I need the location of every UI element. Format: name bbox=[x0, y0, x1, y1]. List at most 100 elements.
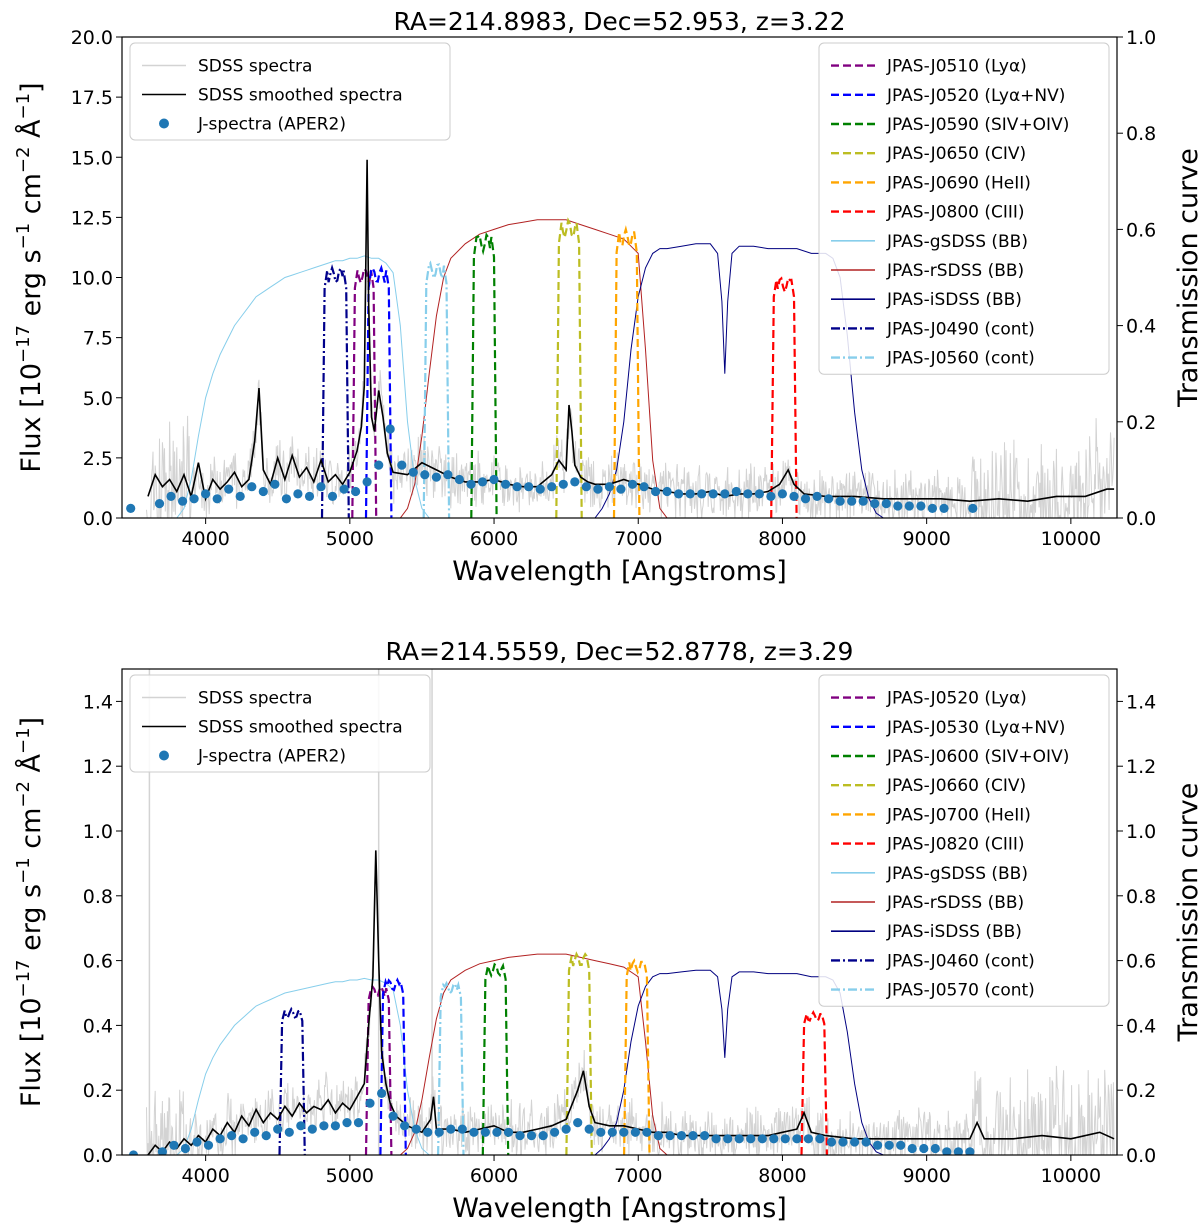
jspectra-point bbox=[642, 1127, 652, 1137]
narrowband-J0560 bbox=[422, 260, 451, 518]
jspectra-point bbox=[293, 489, 303, 499]
jspectra-point bbox=[561, 1124, 571, 1134]
jspectra-point bbox=[353, 1118, 364, 1128]
y-right-tick-label: 1.2 bbox=[1126, 756, 1156, 778]
jspectra-point bbox=[861, 1137, 871, 1147]
y-left-label-part: cm bbox=[16, 173, 47, 223]
jspectra-point bbox=[676, 1131, 687, 1141]
legend-right-label: JPAS-J0600 (SIV+OIV) bbox=[886, 747, 1069, 767]
jspectra-point bbox=[400, 1121, 410, 1131]
jspectra-point bbox=[281, 494, 291, 504]
y-left-label-part: ] bbox=[16, 82, 47, 93]
jspectra-point bbox=[397, 460, 407, 470]
y-right-tick-label: 0.4 bbox=[1126, 316, 1156, 338]
jspectra-point bbox=[665, 1131, 675, 1141]
jspectra-point bbox=[674, 489, 684, 499]
jspectra-point bbox=[339, 484, 349, 494]
jspectra-point bbox=[377, 1088, 387, 1098]
jspectra-point bbox=[203, 1140, 214, 1150]
jspectra-point bbox=[953, 1147, 963, 1155]
y-left-label-part: −17 bbox=[13, 959, 34, 997]
narrowband-J0520 bbox=[364, 984, 393, 1155]
jspectra-point bbox=[250, 1127, 260, 1137]
legend-right-box bbox=[818, 674, 1110, 1007]
jspectra-point bbox=[838, 1137, 848, 1147]
x-tick-label: 5000 bbox=[326, 528, 374, 550]
jspectra-point bbox=[477, 477, 488, 487]
x-tick-label: 4000 bbox=[181, 1165, 229, 1187]
y-left-label-part: ] bbox=[16, 717, 47, 728]
legend-right-label: JPAS-J0460 (cont) bbox=[886, 951, 1035, 971]
jspectra-point bbox=[754, 489, 765, 499]
y-right-tick-label: 0.6 bbox=[1126, 951, 1156, 973]
jspectra-point bbox=[604, 482, 615, 492]
y-left-label-part: cm bbox=[16, 808, 47, 858]
narrowband-J0660 bbox=[565, 951, 593, 1155]
jspectra-point bbox=[480, 1127, 490, 1137]
jspectra-point bbox=[766, 491, 776, 501]
jspectra-point bbox=[653, 1131, 664, 1141]
legend-right-label: JPAS-J0800 (CIII) bbox=[886, 203, 1025, 223]
jspectra-point bbox=[965, 1147, 975, 1155]
narrowband-J0590 bbox=[470, 232, 498, 518]
jspectra-point bbox=[316, 482, 326, 492]
legend-right-label: JPAS-J0560 (cont) bbox=[886, 349, 1035, 369]
jspectra-point bbox=[570, 477, 580, 487]
legend-right-label: JPAS-J0510 (Lyα) bbox=[886, 57, 1027, 77]
x-axis-label: Wavelength [Angstroms] bbox=[452, 556, 787, 587]
y-left-tick-label: 1.0 bbox=[83, 821, 113, 843]
legend-left-label: SDSS smoothed spectra bbox=[198, 86, 403, 106]
y-left-label-part: Flux [10 bbox=[16, 997, 47, 1107]
jspectra-point bbox=[884, 1140, 894, 1150]
narrowband-J0800 bbox=[770, 275, 798, 518]
jspectra-point bbox=[815, 1134, 825, 1144]
y-left-tick-label: 0.2 bbox=[83, 1080, 113, 1102]
jspectra-point bbox=[157, 1147, 167, 1155]
jspectra-point bbox=[515, 1131, 525, 1141]
jspectra-point bbox=[723, 1134, 733, 1144]
legend-left-box bbox=[129, 674, 431, 773]
legend-right-label: JPAS-J0490 (cont) bbox=[886, 319, 1035, 339]
jspectra-point bbox=[550, 1127, 560, 1137]
sdss-raw-spectrum bbox=[146, 164, 1115, 518]
jspectra-point bbox=[850, 1137, 860, 1147]
jspectra-point bbox=[189, 494, 199, 504]
x-tick-label: 10000 bbox=[1041, 528, 1101, 550]
y-right-tick-label: 0.2 bbox=[1126, 1080, 1156, 1102]
legend-left-box bbox=[129, 42, 451, 141]
jspectra-point bbox=[847, 496, 857, 506]
jspectra-point bbox=[180, 1143, 190, 1154]
legend-right-label: JPAS-J0590 (SIV+OIV) bbox=[886, 115, 1069, 135]
legend-left-dot-marker bbox=[159, 118, 169, 129]
narrowband-J0520 bbox=[364, 264, 393, 518]
y-left-label-part: −1 bbox=[13, 93, 34, 120]
y-right-tick-label: 1.0 bbox=[1126, 821, 1156, 843]
legend-right-label: JPAS-J0520 (Lyα+NV) bbox=[886, 86, 1065, 106]
jspectra-point bbox=[420, 470, 430, 480]
legend-right-label: JPAS-iSDSS (BB) bbox=[886, 290, 1022, 310]
x-tick-label: 7000 bbox=[614, 1165, 662, 1187]
y-left-label-part: −17 bbox=[13, 325, 34, 363]
jspectra-point bbox=[708, 489, 718, 499]
narrowband-J0460 bbox=[278, 1006, 306, 1155]
legend-right-label: JPAS-J0650 (CIV) bbox=[886, 144, 1026, 164]
legend-right-label: JPAS-J0520 (Lyα) bbox=[886, 689, 1027, 709]
y-left-label-part: −2 bbox=[13, 147, 34, 174]
jspectra-point bbox=[342, 1118, 352, 1128]
jspectra-point bbox=[547, 482, 557, 492]
jspectra-point bbox=[365, 1098, 375, 1108]
jspectra-point bbox=[743, 489, 753, 499]
y-left-tick-label: 1.4 bbox=[83, 691, 113, 713]
jspectra-point bbox=[824, 494, 834, 504]
jspectra-point bbox=[939, 503, 949, 513]
jspectra-point bbox=[469, 1127, 479, 1137]
jspectra-point bbox=[224, 484, 234, 494]
y-left-label-part: −2 bbox=[13, 781, 34, 808]
jspectra-point bbox=[581, 482, 591, 492]
x-axis-label: Wavelength [Angstroms] bbox=[452, 1193, 787, 1224]
legend-left-dot-marker bbox=[159, 750, 169, 761]
y-right-tick-label: 0.8 bbox=[1126, 886, 1156, 908]
y-left-tick-label: 5.0 bbox=[83, 388, 113, 410]
jspectra-point bbox=[526, 1131, 537, 1141]
